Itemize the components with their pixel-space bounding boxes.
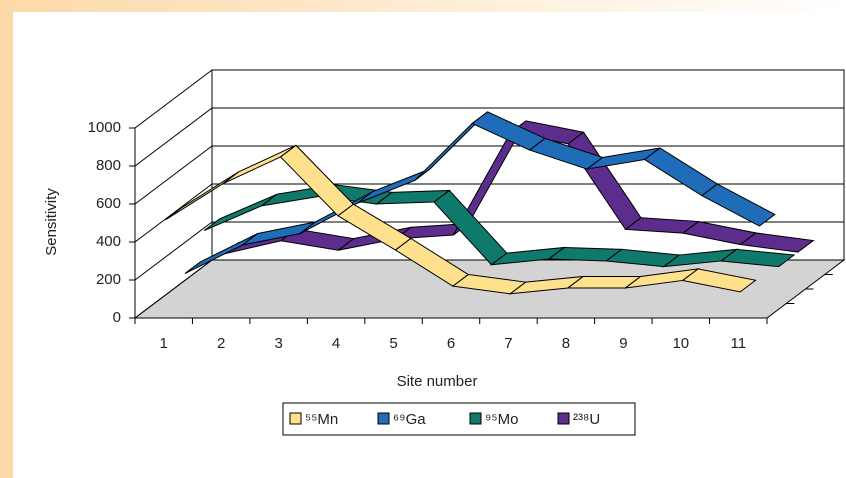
ribbon-segment [681, 268, 757, 293]
legend-label: ⁶⁹Ga [393, 411, 426, 428]
left-band [0, 0, 13, 478]
legend [282, 402, 636, 436]
legend-swatch [557, 412, 570, 425]
grid-line [134, 183, 213, 243]
y-tick-label: 200 [96, 271, 121, 288]
y-axis-title: Sensitivity [43, 188, 60, 256]
ribbon-segment [701, 183, 776, 227]
x-tick-label: 6 [447, 335, 455, 352]
y-tick-label: 800 [96, 157, 121, 174]
x-tick-label: 1 [160, 335, 168, 352]
y-tick-label: 600 [96, 195, 121, 212]
legend-swatch [469, 412, 482, 425]
legend-label: ⁵⁵Mn [305, 411, 338, 428]
legend-label: ²³⁸U [573, 411, 600, 428]
x-tick-label: 3 [274, 335, 282, 352]
x-tick-label: 8 [562, 335, 570, 352]
legend-swatch [289, 412, 302, 425]
grid-line [134, 259, 213, 319]
x-tick-label: 10 [672, 335, 689, 352]
x-tick-label: 11 [730, 335, 746, 352]
legend-swatch [377, 412, 390, 425]
y-tick-label: 0 [113, 309, 121, 326]
grid-line [134, 145, 213, 205]
legend-label: ⁹⁵Mo [485, 411, 518, 428]
x-tick-label: 9 [619, 335, 627, 352]
ribbon-segment [719, 248, 796, 268]
x-tick-label: 4 [332, 335, 340, 352]
grid-line [134, 107, 213, 167]
grid-line [134, 221, 213, 281]
y-tick-label: 1000 [88, 119, 121, 136]
y-tick-label: 400 [96, 233, 121, 250]
grid-line [134, 69, 213, 129]
x-axis-title: Site number [397, 373, 478, 390]
ribbon-segment [739, 232, 815, 253]
top-band [0, 0, 846, 12]
x-tick-label: 7 [504, 335, 512, 352]
x-tick-label: 2 [217, 335, 225, 352]
x-tick-label: 5 [389, 335, 397, 352]
